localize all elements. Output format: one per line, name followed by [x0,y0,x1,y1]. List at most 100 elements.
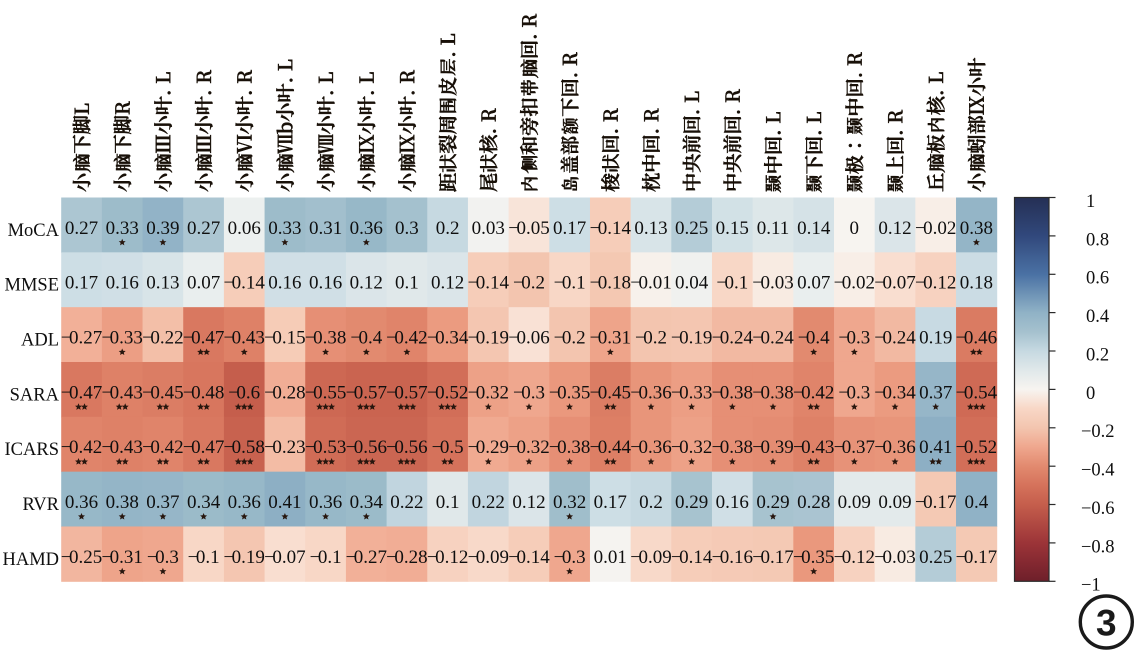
svg-text:0.07: 0.07 [797,273,830,294]
svg-text:−0.38: −0.38 [752,382,793,403]
svg-text:−0.56: −0.56 [346,437,387,458]
svg-text:−0.36: −0.36 [874,437,915,458]
svg-text:0.1: 0.1 [436,492,460,513]
svg-text:0.12: 0.12 [350,273,383,294]
svg-text:0.15: 0.15 [716,218,749,239]
svg-text:−0.31: −0.31 [101,547,142,568]
svg-text:−0.2: −0.2 [554,328,586,349]
svg-text:−0.44: −0.44 [590,437,632,458]
svg-text:−0.42: −0.42 [61,437,102,458]
svg-text:SARA: SARA [10,385,60,405]
svg-text:−0.07: −0.07 [264,547,305,568]
svg-text:0.36: 0.36 [350,218,383,239]
svg-text:−0.45: −0.45 [590,382,631,403]
svg-text:−0.09: −0.09 [630,547,671,568]
svg-text:−0.14: −0.14 [223,273,265,294]
svg-text:−0.17: −0.17 [915,492,956,513]
svg-text:−0.2: −0.2 [1081,422,1115,442]
svg-text:−0.19: −0.19 [468,328,509,349]
svg-text:−0.24: −0.24 [752,328,794,349]
svg-text:0.8: 0.8 [1086,230,1109,250]
svg-text:−0.22: −0.22 [142,328,183,349]
svg-text:−0.56: −0.56 [386,437,427,458]
svg-text:−0.53: −0.53 [305,437,346,458]
svg-text:−0.33: −0.33 [671,382,712,403]
svg-text:MMSE: MMSE [5,276,60,296]
svg-text:−0.32: −0.32 [508,437,549,458]
svg-text:−0.12: −0.12 [915,273,956,294]
svg-text:0.27: 0.27 [65,218,98,239]
svg-text:ADL: ADL [21,331,59,351]
svg-text:ICARS: ICARS [5,440,60,460]
svg-text:0.12: 0.12 [878,218,911,239]
svg-text:−0.27: −0.27 [61,328,102,349]
svg-text:0: 0 [1086,384,1095,404]
svg-text:−0.31: −0.31 [590,328,631,349]
svg-text:0.38: 0.38 [106,492,139,513]
svg-text:−0.14: −0.14 [508,547,550,568]
svg-text:0.17: 0.17 [594,492,627,513]
svg-text:−0.34: −0.34 [874,382,916,403]
svg-text:0.36: 0.36 [228,492,261,513]
svg-text:−0.3: −0.3 [147,547,179,568]
svg-text:−0.54: −0.54 [956,382,998,403]
svg-text:−0.42: −0.42 [793,382,834,403]
svg-text:−0.52: −0.52 [427,382,468,403]
svg-text:−0.45: −0.45 [142,382,183,403]
svg-text:−0.3: −0.3 [838,382,870,403]
svg-text:−0.1: −0.1 [554,273,586,294]
svg-text:−0.39: −0.39 [752,437,793,458]
svg-text:−0.57: −0.57 [346,382,387,403]
svg-text:0.17: 0.17 [65,273,98,294]
svg-text:0.33: 0.33 [268,218,301,239]
svg-text:3: 3 [1096,603,1117,644]
svg-text:0.04: 0.04 [675,273,709,294]
svg-text:0.34: 0.34 [350,492,384,513]
svg-text:−0.3: −0.3 [513,382,545,403]
svg-text:0.38: 0.38 [960,218,993,239]
svg-text:−0.15: −0.15 [264,328,305,349]
svg-text:−0.1: −0.1 [716,273,748,294]
svg-text:−0.38: −0.38 [305,328,346,349]
svg-text:−0.8: −0.8 [1081,537,1115,557]
svg-text:−0.29: −0.29 [468,437,509,458]
svg-text:0.13: 0.13 [146,273,179,294]
svg-text:0.25: 0.25 [675,218,708,239]
svg-text:−0.43: −0.43 [101,437,142,458]
svg-text:0.4: 0.4 [965,492,989,513]
svg-text:−0.34: −0.34 [427,328,469,349]
svg-text:0.3: 0.3 [395,218,419,239]
svg-text:0.25: 0.25 [919,547,952,568]
svg-text:−0.17: −0.17 [752,547,793,568]
svg-text:0.6: 0.6 [1086,269,1109,289]
svg-text:−0.43: −0.43 [101,382,142,403]
svg-text:0.29: 0.29 [675,492,708,513]
svg-text:−0.05: −0.05 [508,218,549,239]
svg-text:−0.42: −0.42 [142,437,183,458]
svg-text:−0.27: −0.27 [346,547,387,568]
svg-text:−0.4: −0.4 [350,328,382,349]
svg-text:0.01: 0.01 [594,547,627,568]
svg-text:−0.3: −0.3 [554,547,586,568]
svg-text:0.2: 0.2 [1086,345,1109,365]
svg-text:−0.09: −0.09 [468,547,509,568]
svg-text:0.27: 0.27 [187,218,220,239]
svg-text:0.2: 0.2 [436,218,460,239]
svg-text:0.28: 0.28 [797,492,830,513]
svg-text:0.22: 0.22 [472,492,505,513]
svg-text:0.16: 0.16 [268,273,301,294]
svg-text:−0.32: −0.32 [671,437,712,458]
svg-text:−0.2: −0.2 [513,273,545,294]
svg-text:−0.38: −0.38 [712,382,753,403]
svg-text:−0.06: −0.06 [508,328,549,349]
svg-text:−0.4: −0.4 [798,328,830,349]
svg-text:−0.48: −0.48 [183,382,224,403]
svg-text:−0.35: −0.35 [549,382,590,403]
svg-text:1: 1 [1086,192,1095,212]
svg-text:−0.42: −0.42 [386,328,427,349]
svg-text:−0.36: −0.36 [630,382,671,403]
svg-text:0.16: 0.16 [309,273,342,294]
svg-text:−1: −1 [1081,576,1101,596]
svg-text:0.2: 0.2 [639,492,663,513]
svg-text:0.36: 0.36 [309,492,342,513]
